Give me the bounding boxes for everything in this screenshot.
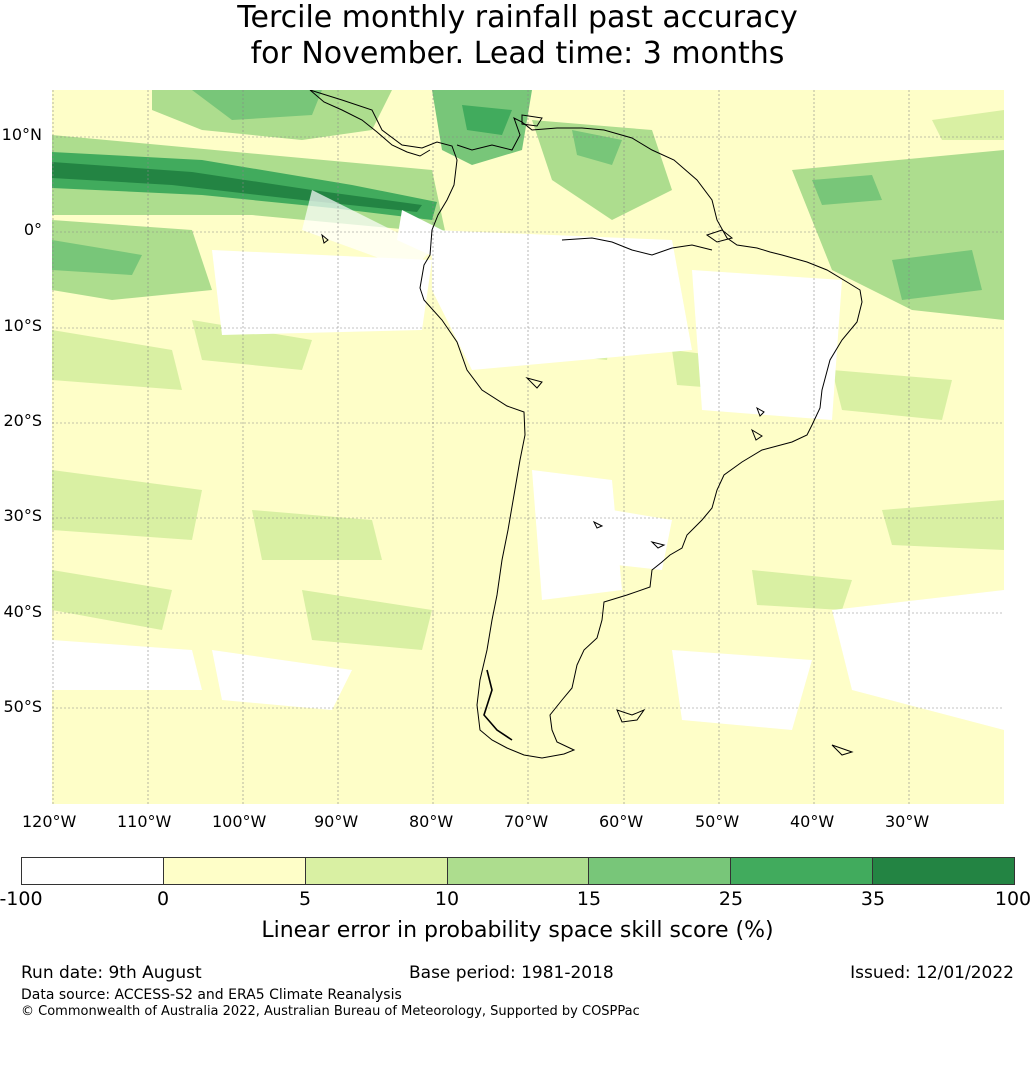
colorbar-tick: 15 — [576, 888, 602, 910]
lat-label-0: 0° — [23, 220, 42, 239]
colorbar-tick: 100 — [994, 888, 1032, 910]
colorbar-tick: -100 — [0, 888, 43, 910]
graticule — [52, 90, 1004, 804]
coastline — [309, 90, 863, 759]
colorbar-segment — [447, 858, 590, 884]
lon-label-30w: 30°W — [885, 812, 930, 831]
colorbar-tick: 25 — [718, 888, 744, 910]
colorbar-tick: 5 — [298, 888, 312, 910]
lat-label-20s: 20°S — [3, 411, 42, 430]
lat-label-10n: 10°N — [1, 125, 42, 144]
lat-label-40s: 40°S — [3, 602, 42, 621]
map-title: Tercile monthly rainfall past accuracy f… — [0, 0, 1035, 72]
colorbar — [21, 857, 1015, 885]
colorbar-tick: 0 — [156, 888, 170, 910]
colorbar-segment — [589, 858, 732, 884]
skill-map — [52, 90, 1004, 804]
lon-label-70w: 70°W — [504, 812, 549, 831]
lon-label-80w: 80°W — [409, 812, 454, 831]
data-source: Data source: ACCESS-S2 and ERA5 Climate … — [21, 987, 402, 1003]
copyright: © Commonwealth of Australia 2022, Austra… — [21, 1004, 640, 1019]
lon-label-40w: 40°W — [790, 812, 835, 831]
lon-label-120w: 120°W — [22, 812, 77, 831]
title-line-1: Tercile monthly rainfall past accuracy — [237, 0, 798, 35]
lon-label-100w: 100°W — [212, 812, 267, 831]
lat-label-30s: 30°S — [3, 506, 42, 525]
lon-label-110w: 110°W — [117, 812, 172, 831]
colorbar-tick: 10 — [434, 888, 460, 910]
colorbar-segment — [731, 858, 874, 884]
map-canvas — [52, 90, 1004, 804]
colorbar-segment — [163, 858, 306, 884]
colorbar-tick: 35 — [860, 888, 886, 910]
run-date: Run date: 9th August — [21, 963, 202, 983]
colorbar-segment — [305, 858, 448, 884]
colorbar-label: Linear error in probability space skill … — [261, 918, 774, 943]
colorbar-segment — [22, 858, 164, 884]
skill-shading — [52, 90, 1004, 730]
lon-label-90w: 90°W — [314, 812, 359, 831]
lon-label-50w: 50°W — [695, 812, 740, 831]
lat-label-10s: 10°S — [3, 316, 42, 335]
colorbar-segment — [873, 858, 1015, 884]
title-line-2: for November. Lead time: 3 months — [250, 36, 785, 71]
issued-date: Issued: 12/01/2022 — [850, 963, 1014, 983]
lon-label-60w: 60°W — [599, 812, 644, 831]
base-period: Base period: 1981-2018 — [409, 963, 614, 983]
lat-label-50s: 50°S — [3, 697, 42, 716]
